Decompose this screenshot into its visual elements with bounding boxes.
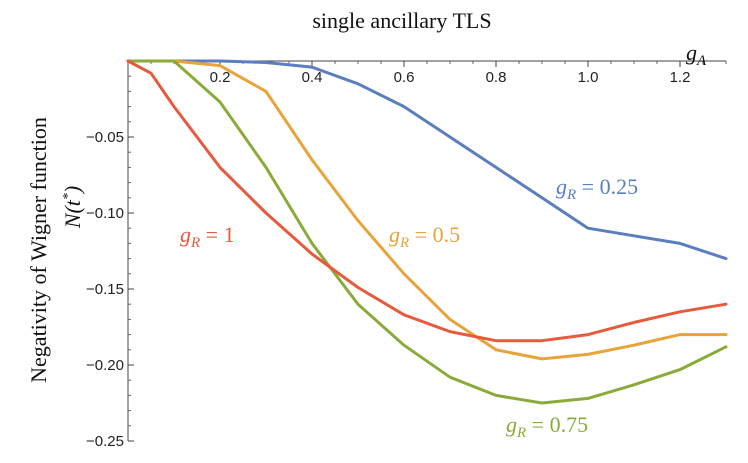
x-tick-label: 0.4: [302, 69, 323, 86]
series-label-sub: R: [566, 187, 576, 203]
x-tick-label: 0.6: [394, 69, 415, 86]
x-tick-label: 0.2: [210, 69, 231, 86]
y-tick-label: −0.15: [86, 281, 124, 298]
series-label-var: g: [556, 174, 567, 199]
x-tick-label: 1.0: [578, 69, 599, 86]
series-label-var: g: [389, 222, 400, 247]
x-tick-label: 1.2: [670, 69, 691, 86]
y-axis-math-label: N(t*): [60, 186, 85, 229]
y-tick-label: −0.20: [86, 357, 124, 374]
y-axis-label: Negativity of Wigner function: [26, 117, 51, 383]
series-label-gr-0-25: gR = 0.25: [556, 174, 638, 203]
series-label-gr-0-5: gR = 0.5: [389, 222, 460, 251]
series-label-value: = 1: [200, 222, 234, 247]
chart-title: single ancillary TLS: [312, 8, 491, 33]
x-axis-label: gA: [686, 40, 707, 69]
series-line-gr-1: [126, 59, 728, 343]
series-label-value: = 0.5: [409, 222, 460, 247]
series-line-gr-0-75: [126, 59, 728, 405]
series-line-gr-0-25: [126, 59, 728, 261]
x-tick-label: 0.8: [486, 69, 507, 86]
series-label-sub: R: [190, 235, 200, 251]
y-tick-label: −0.10: [86, 205, 124, 222]
series-label-gr-1: gR = 1: [180, 222, 235, 251]
series-label-sub: R: [516, 425, 526, 441]
series-label-sub: R: [399, 235, 409, 251]
series-label-var: g: [180, 222, 191, 247]
series-label-var: g: [506, 412, 517, 437]
y-tick-label: −0.25: [86, 433, 124, 450]
series-lines: [126, 59, 728, 405]
series-label-value: = 0.25: [576, 174, 638, 199]
y-tick-label: −0.05: [86, 129, 124, 146]
series-line-gr-0-5: [126, 59, 728, 361]
series-label-gr-0-75: gR = 0.75: [506, 412, 588, 441]
series-label-value: = 0.75: [526, 412, 588, 437]
